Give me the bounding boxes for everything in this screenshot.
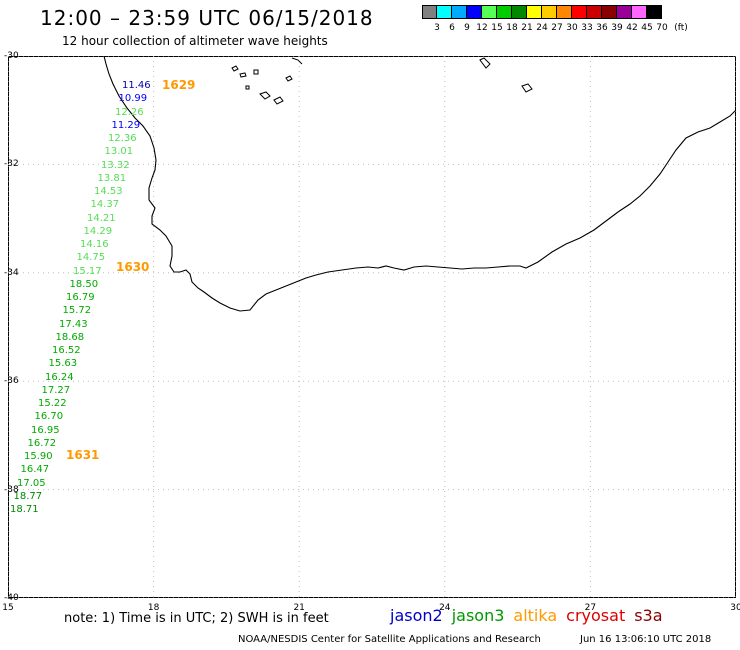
legend-entry-jason3: jason3 <box>451 606 505 625</box>
color-scale-label: 36 <box>596 23 608 33</box>
color-scale-label: 21 <box>521 23 533 33</box>
wave-height-value: 16.79 <box>66 292 95 303</box>
wave-height-value: 14.16 <box>80 239 109 250</box>
wave-height-value: 13.81 <box>97 172 127 184</box>
wave-height-value: 18.68 <box>55 331 85 343</box>
wave-height-value: 14.53 <box>94 186 123 197</box>
pass-time-label: 1630 <box>116 260 150 274</box>
latitude-label: -32 <box>4 159 19 170</box>
wave-height-value: 15.17 <box>73 265 102 277</box>
credit-line: NOAA/NESDIS Center for Satellite Applica… <box>238 634 541 645</box>
color-swatch <box>617 5 632 19</box>
wave-height-value: 16.52 <box>52 345 81 356</box>
wave-height-value: 18.50 <box>69 278 99 290</box>
color-scale-bar <box>422 5 662 19</box>
wave-height-value: 11.29 <box>111 119 141 131</box>
color-scale-label: 18 <box>506 23 518 33</box>
color-swatch <box>422 5 437 19</box>
wave-height-value: 16.70 <box>34 411 64 423</box>
color-swatch <box>647 5 662 19</box>
color-scale-label: 45 <box>641 23 653 33</box>
color-scale-label: 9 <box>464 23 470 33</box>
legend-entry-cryosat: cryosat <box>566 606 626 625</box>
color-swatch <box>572 5 587 19</box>
latitude-label: -40 <box>4 593 19 603</box>
wave-height-value: 17.43 <box>59 318 88 330</box>
latitude-label: -36 <box>4 376 19 387</box>
generation-timestamp: Jun 16 13:06:10 UTC 2018 <box>580 634 712 645</box>
legend-entry-altika: altika <box>513 606 558 625</box>
color-swatch <box>452 5 467 19</box>
color-swatch <box>602 5 617 19</box>
color-swatch <box>557 5 572 19</box>
coastline <box>103 56 736 312</box>
longitude-label: 24 <box>439 603 451 613</box>
wave-height-value: 16.72 <box>27 437 57 449</box>
page-title: 12:00 – 23:59 UTC 06/15/2018 <box>40 6 374 30</box>
wave-height-value: 12.26 <box>115 106 144 118</box>
wave-height-value: 10.99 <box>118 93 148 105</box>
color-scale-label: 15 <box>491 23 503 33</box>
color-scale-label: 33 <box>581 23 593 33</box>
wave-height-value: 11.46 <box>122 80 151 91</box>
satellite-legend: jason2 jason3 altika cryosat s3a <box>390 606 672 625</box>
legend-entry-jason2: jason2 <box>390 606 443 625</box>
color-swatch <box>482 5 497 19</box>
color-scale-label: 39 <box>611 23 623 33</box>
wave-height-value: 16.47 <box>20 464 50 476</box>
color-swatch <box>497 5 512 19</box>
islands <box>231 57 533 105</box>
pass-time-label: 1629 <box>162 78 196 92</box>
color-scale-label: 24 <box>536 23 548 33</box>
color-scale-label: 27 <box>551 23 563 33</box>
wave-height-value: 15.63 <box>48 358 78 370</box>
color-scale-label: 42 <box>626 23 638 33</box>
color-swatch <box>632 5 647 19</box>
footer-note: note: 1) Time is in UTC; 2) SWH is in fe… <box>64 611 329 626</box>
longitude-label: 27 <box>584 603 597 613</box>
color-swatch <box>467 5 482 19</box>
color-scale-label: 30 <box>566 23 578 33</box>
wave-height-value: 15.72 <box>62 305 92 317</box>
wave-height-value: 13.01 <box>104 146 134 158</box>
pass-time-label: 1631 <box>66 448 100 462</box>
wave-height-value: 16.24 <box>45 371 74 383</box>
color-scale-label: 12 <box>476 23 488 33</box>
color-scale-label: (ft) <box>674 23 688 33</box>
color-scale-label: 3 <box>434 23 440 33</box>
wave-height-value: 15.22 <box>38 398 67 409</box>
wave-height-value: 13.32 <box>101 159 130 171</box>
color-swatch <box>437 5 452 19</box>
wave-height-value: 14.29 <box>83 225 113 237</box>
legend-entry-s3a: s3a <box>634 606 663 625</box>
wave-height-value: 18.71 <box>10 504 39 515</box>
wave-height-value: 14.75 <box>76 252 106 264</box>
wave-height-value: 12.36 <box>108 133 137 144</box>
color-swatch <box>527 5 542 19</box>
longitude-label: 15 <box>2 603 14 613</box>
color-swatch <box>512 5 527 19</box>
longitude-label: 30 <box>730 603 740 613</box>
latitude-label: -38 <box>4 484 19 495</box>
latitude-label: -30 <box>4 51 19 61</box>
color-swatch <box>542 5 557 19</box>
latitude-label: -34 <box>4 267 19 278</box>
color-scale-label: 70 <box>656 23 668 33</box>
longitude-label: 21 <box>293 603 305 613</box>
color-scale-label: 6 <box>449 23 455 33</box>
wave-height-value: 14.21 <box>87 212 116 224</box>
page-subtitle: 12 hour collection of altimeter wave hei… <box>62 34 328 48</box>
longitude-label: 18 <box>147 603 160 613</box>
wave-height-value: 16.95 <box>31 424 60 436</box>
wave-height-value: 15.90 <box>24 451 53 462</box>
map-canvas <box>8 56 736 598</box>
wave-height-value: 17.27 <box>41 384 71 396</box>
wave-height-value: 18.77 <box>13 490 43 502</box>
wave-height-value: 17.05 <box>17 477 46 489</box>
color-swatch <box>587 5 602 19</box>
wave-height-value: 14.37 <box>90 199 120 211</box>
